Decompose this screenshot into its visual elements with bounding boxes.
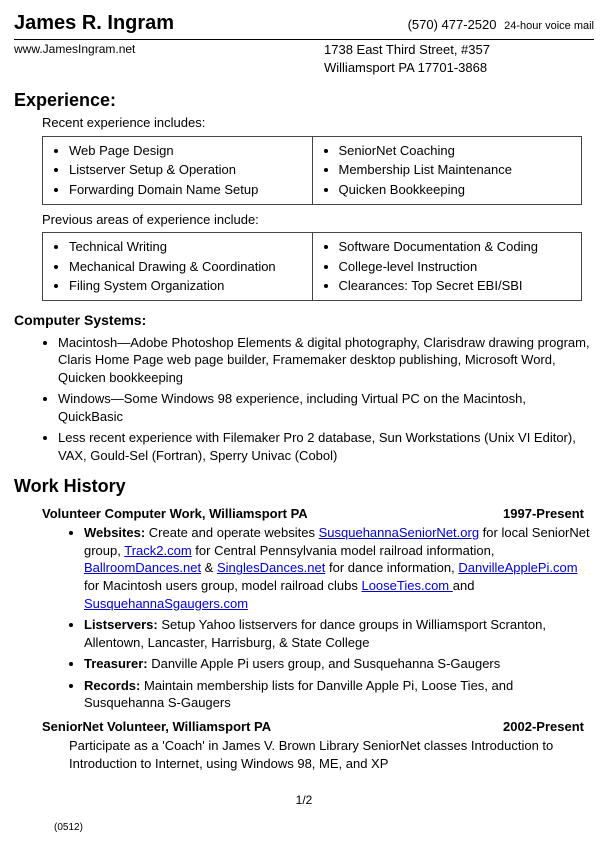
exp-item: Quicken Bookkeeping	[339, 180, 574, 200]
doc-id: (0512)	[54, 821, 594, 835]
job-title: Volunteer Computer Work, Williamsport PA	[42, 505, 503, 523]
exp-item: Mechanical Drawing & Coordination	[69, 257, 304, 277]
exp-item: SeniorNet Coaching	[339, 141, 574, 161]
listservers-label: Listservers:	[84, 617, 158, 632]
link-susquehanna-sgaugers[interactable]: SusquehannaSgaugers.com	[84, 596, 248, 611]
records-label: Records:	[84, 678, 140, 693]
cs-item: Macintosh—Adobe Photoshop Elements & dig…	[58, 334, 594, 387]
job-title: SeniorNet Volunteer, Williamsport PA	[42, 718, 503, 736]
job-body: Participate as a 'Coach' in James V. Bro…	[69, 737, 594, 772]
address-line-1: 1738 East Third Street, #357	[314, 41, 594, 59]
phone: (570) 477-2520	[408, 17, 497, 32]
exp-item: Forwarding Domain Name Setup	[69, 180, 304, 200]
recent-intro: Recent experience includes:	[42, 114, 594, 132]
websites-label: Websites:	[84, 525, 145, 540]
recent-experience-table: Web Page Design Listserver Setup & Opera…	[42, 136, 582, 205]
link-track2[interactable]: Track2.com	[124, 543, 191, 558]
website-url[interactable]: www.JamesIngram.net	[14, 41, 314, 76]
job-item-listservers: Listservers: Setup Yahoo listservers for…	[84, 616, 594, 651]
link-singlesdances[interactable]: SinglesDances.net	[217, 560, 325, 575]
job-item-treasurer: Treasurer: Danville Apple Pi users group…	[84, 655, 594, 673]
experience-heading: Experience:	[14, 88, 594, 112]
cs-item: Windows—Some Windows 98 experience, incl…	[58, 390, 594, 425]
treasurer-label: Treasurer:	[84, 656, 148, 671]
link-ballroomdances[interactable]: BallroomDances.net	[84, 560, 201, 575]
link-looseties[interactable]: LooseTies.com	[361, 578, 452, 593]
job-item-websites: Websites: Create and operate websites Su…	[84, 524, 594, 612]
computer-systems-list: Macintosh—Adobe Photoshop Elements & dig…	[14, 334, 594, 465]
exp-item: Technical Writing	[69, 237, 304, 257]
divider	[14, 39, 594, 40]
link-danvilleapplepi[interactable]: DanvilleApplePi.com	[458, 560, 577, 575]
address-line-2: Williamsport PA 17701-3868	[314, 59, 594, 77]
job-dates: 1997-Present	[503, 505, 594, 523]
exp-item: Clearances: Top Secret EBI/SBI	[339, 276, 574, 296]
exp-item: Filing System Organization	[69, 276, 304, 296]
previous-experience-table: Technical Writing Mechanical Drawing & C…	[42, 232, 582, 301]
exp-item: Web Page Design	[69, 141, 304, 161]
job-dates: 2002-Present	[503, 718, 594, 736]
exp-item: Software Documentation & Coding	[339, 237, 574, 257]
cs-item: Less recent experience with Filemaker Pr…	[58, 429, 594, 464]
voicemail-label: 24-hour voice mail	[504, 20, 594, 32]
name: James R. Ingram	[14, 10, 408, 37]
computer-systems-heading: Computer Systems:	[14, 311, 594, 330]
exp-item: Listserver Setup & Operation	[69, 160, 304, 180]
prev-intro: Previous areas of experience include:	[42, 211, 594, 229]
link-susquehanna-seniornet[interactable]: SusquehannaSeniorNet.org	[319, 525, 479, 540]
job-item-records: Records: Maintain membership lists for D…	[84, 677, 594, 712]
work-history-heading: Work History	[14, 474, 594, 498]
exp-item: College-level Instruction	[339, 257, 574, 277]
page-number: 1/2	[14, 792, 594, 808]
exp-item: Membership List Maintenance	[339, 160, 574, 180]
